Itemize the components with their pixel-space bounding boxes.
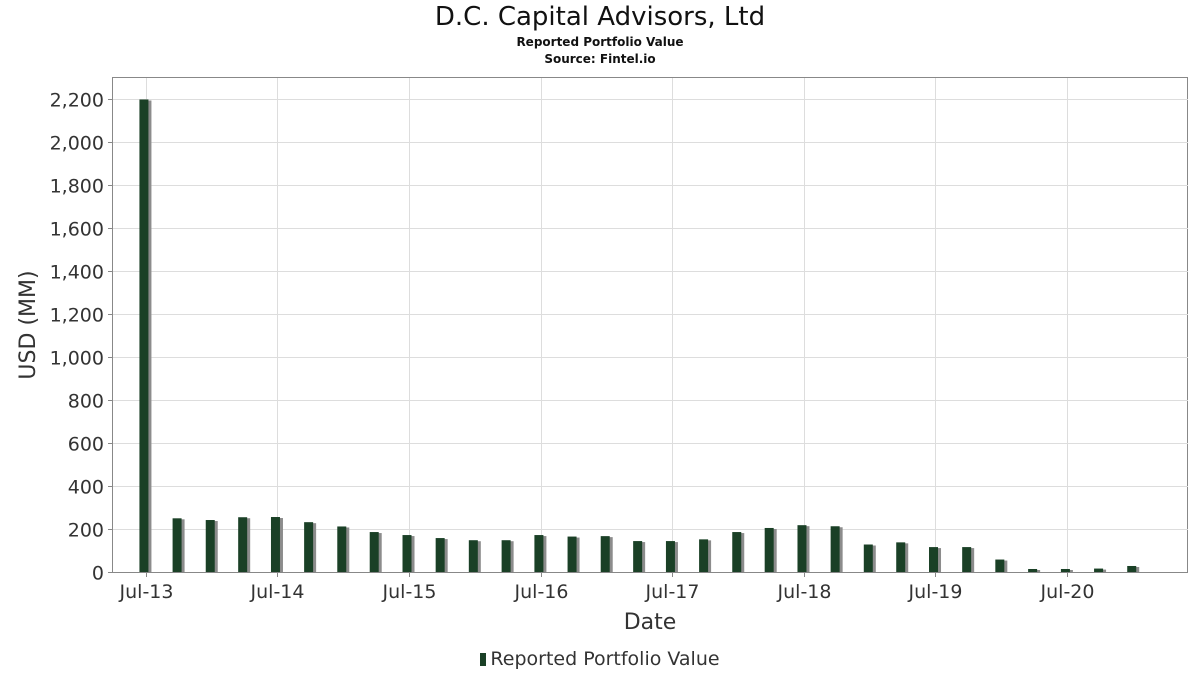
x-tick-label: Jul-13: [119, 581, 174, 603]
chart-title: D.C. Capital Advisors, Ltd: [434, 2, 766, 32]
bar: [534, 535, 544, 572]
bar: [468, 540, 478, 572]
y-axis-label: USD (MM): [16, 270, 41, 379]
chart-source: Source: Fintel.io: [544, 52, 656, 66]
y-tick-label: 0: [92, 563, 104, 585]
y-tick-label: 1,600: [50, 219, 104, 241]
legend-label: Reported Portfolio Value: [490, 648, 720, 670]
bar: [304, 522, 314, 572]
y-tick-label: 1,200: [50, 305, 104, 327]
bars: [139, 99, 1140, 572]
x-axis-label: Date: [624, 610, 677, 635]
y-axis: 0 200 400 600 800 1,000 1,200 1,400 1,600 1,800 2,…: [50, 90, 113, 585]
y-tick-label: 1,800: [50, 176, 104, 198]
x-tick-label: Jul-17: [645, 581, 700, 603]
x-tick-label: Jul-18: [777, 581, 832, 603]
bar: [896, 542, 906, 572]
bar: [1060, 568, 1070, 572]
y-tick-label: 400: [68, 477, 104, 499]
legend-swatch: [480, 653, 487, 666]
bar: [501, 540, 511, 572]
bar: [633, 541, 643, 572]
x-tick-label: Jul-14: [250, 581, 305, 603]
y-tick-label: 2,000: [50, 133, 104, 155]
x-tick-label: Jul-19: [908, 581, 963, 603]
bar: [238, 517, 248, 572]
bar: [1094, 568, 1104, 572]
y-tick-label: 200: [68, 520, 104, 542]
bar: [435, 538, 445, 572]
bar: [139, 99, 149, 572]
bar: [732, 532, 742, 572]
bar: [665, 541, 675, 572]
bar: [567, 536, 577, 572]
bar: [797, 525, 807, 572]
bar: [402, 535, 412, 572]
x-tick-label: Jul-15: [382, 581, 437, 603]
y-tick-label: 600: [68, 434, 104, 456]
bar: [764, 527, 774, 572]
bar: [600, 536, 610, 572]
x-tick-label: Jul-20: [1040, 581, 1095, 603]
bar: [172, 518, 182, 572]
y-tick-label: 2,200: [50, 90, 104, 112]
plot-area: [112, 77, 1188, 573]
bar: [369, 532, 379, 572]
bar: [962, 547, 972, 572]
y-tick-label: 800: [68, 391, 104, 413]
bar: [995, 559, 1005, 572]
bar: [863, 544, 873, 572]
bar: [205, 520, 215, 572]
bar: [830, 526, 840, 572]
legend: Reported Portfolio Value: [0, 647, 1200, 671]
bar: [1127, 565, 1137, 572]
bar: [337, 526, 347, 572]
bar: [699, 539, 709, 572]
bar: [929, 547, 939, 572]
chart-subtitle: Reported Portfolio Value: [516, 35, 684, 49]
x-tick-label: Jul-16: [514, 581, 569, 603]
x-axis: Jul-13 Jul-14 Jul-15 Jul-16 Jul-17 Jul-18 Jul-…: [113, 572, 1188, 603]
y-tick-label: 1,400: [50, 262, 104, 284]
bar: [270, 517, 280, 572]
y-tick-label: 1,000: [50, 348, 104, 370]
bar: [1028, 568, 1038, 572]
